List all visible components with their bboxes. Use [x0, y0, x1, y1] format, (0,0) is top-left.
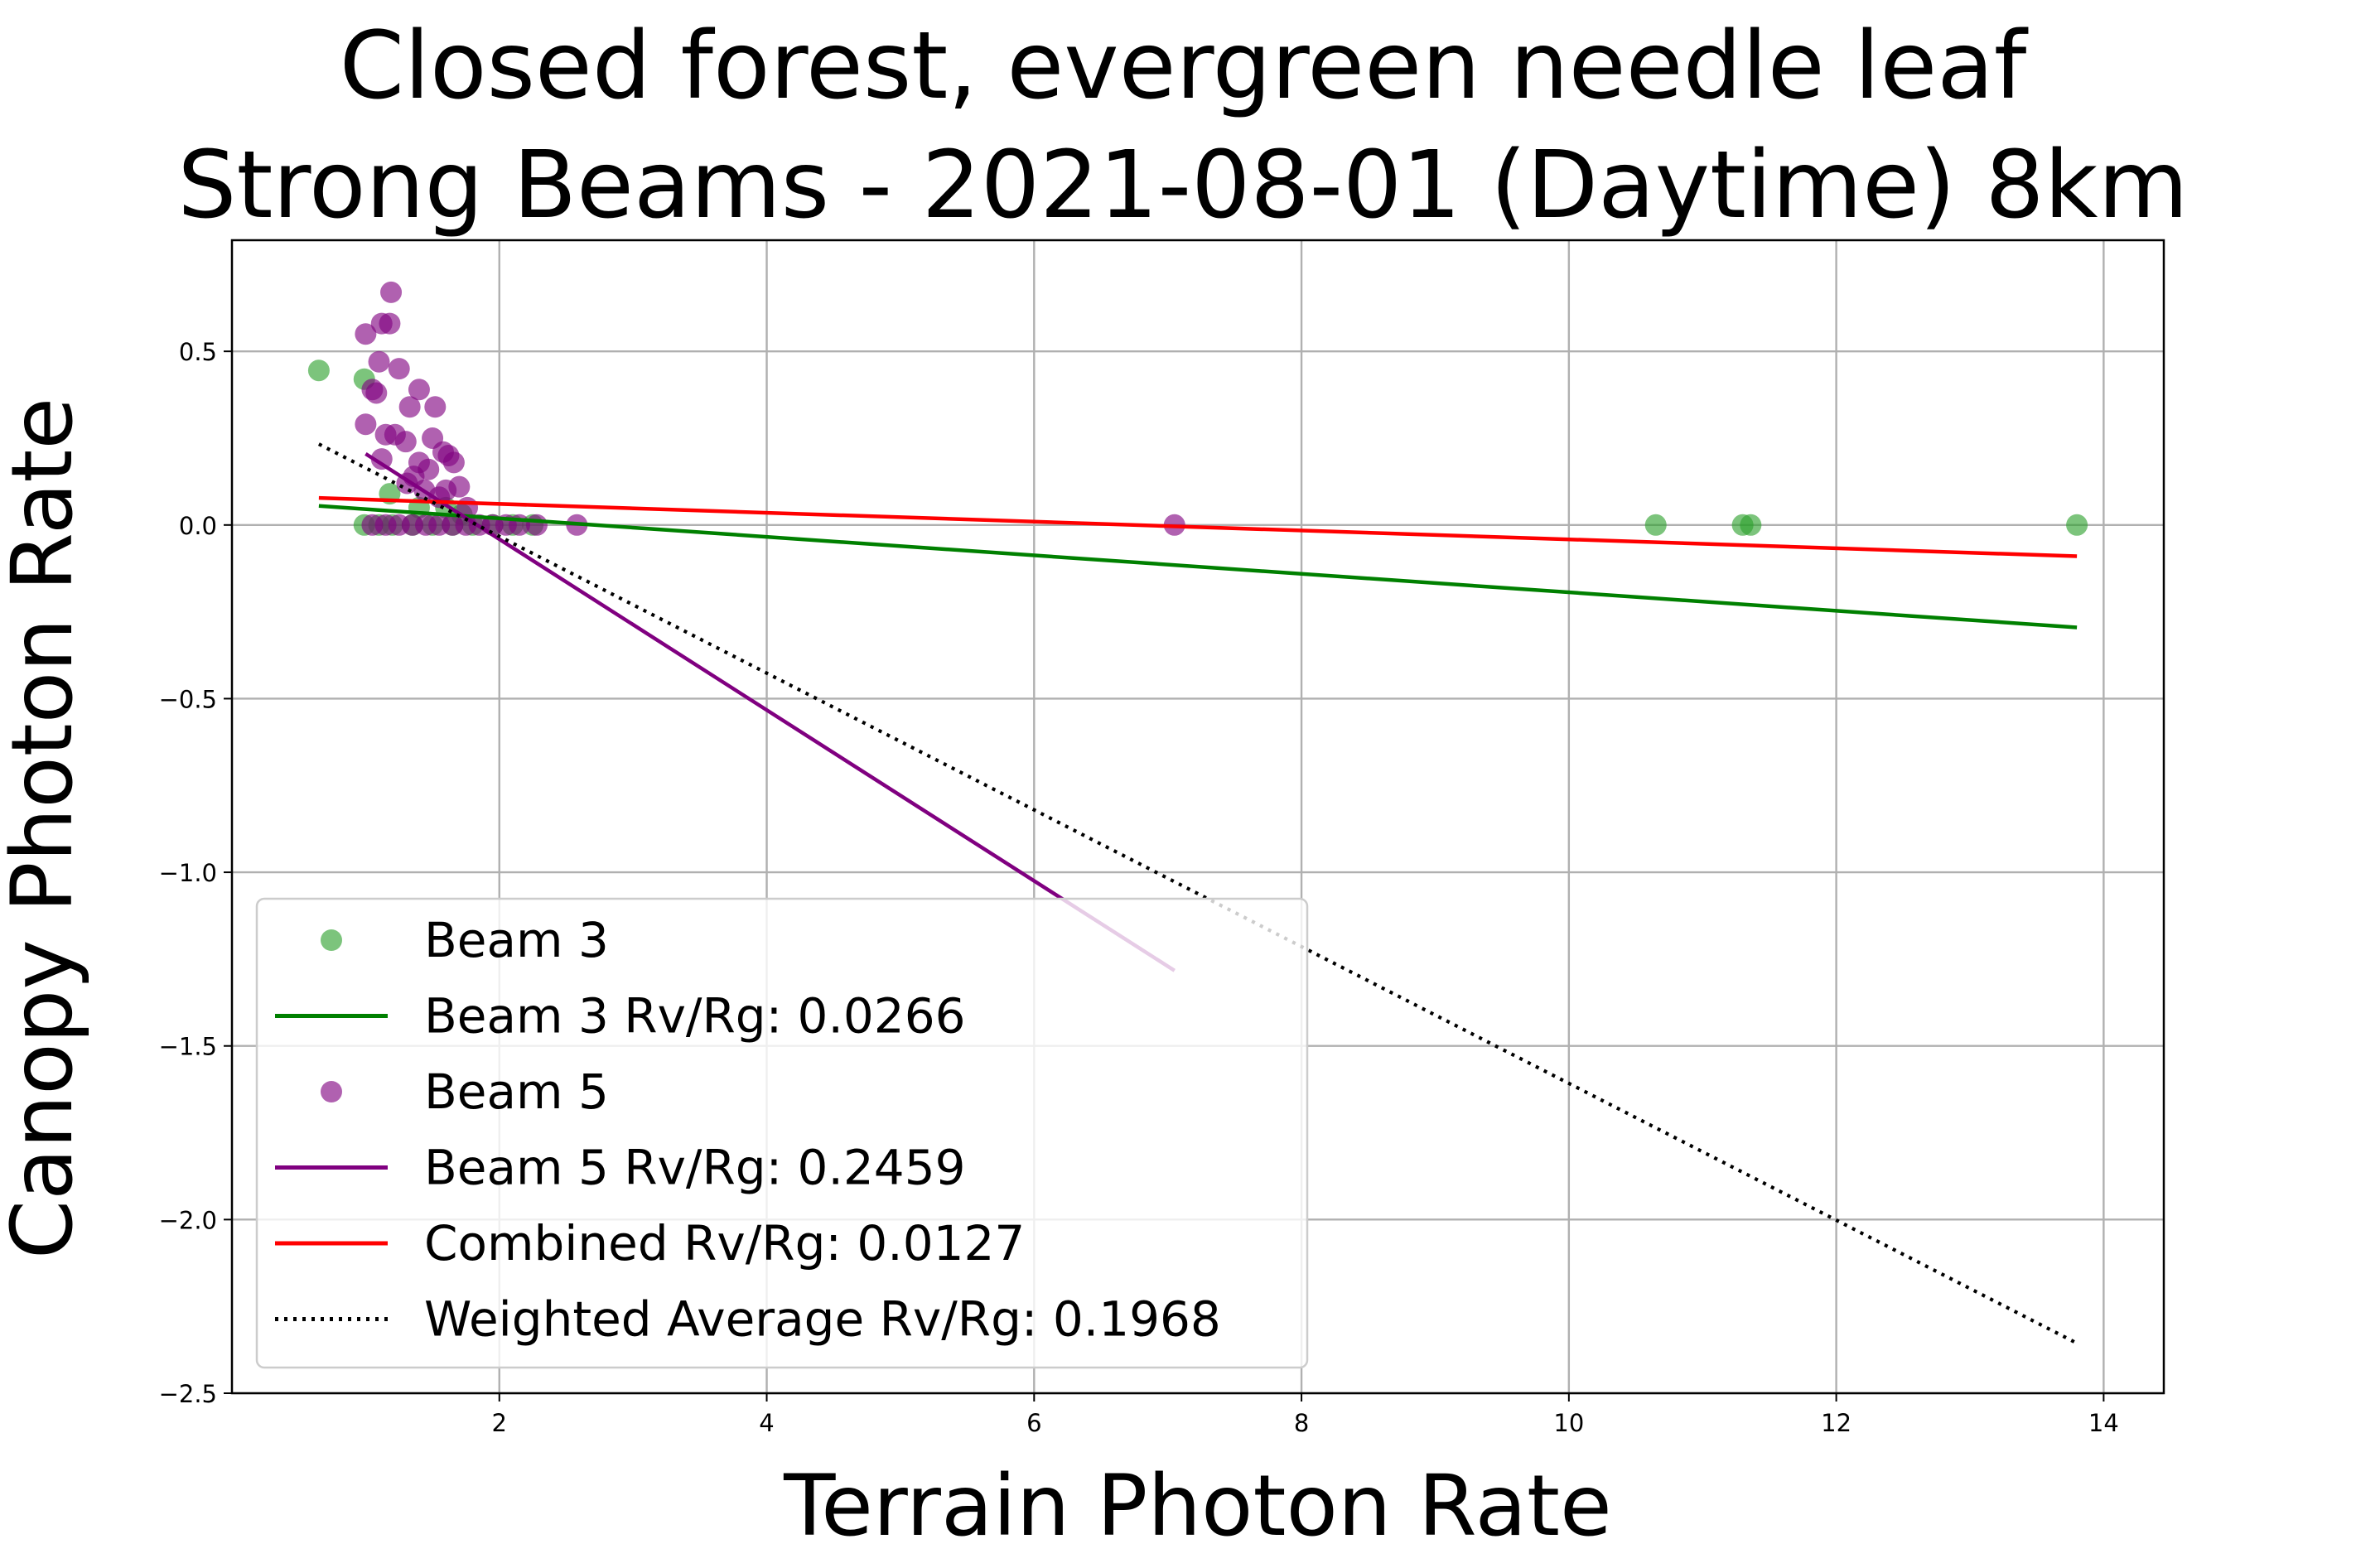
chart-title-line-1: Closed forest, evergreen needle leaf [340, 12, 2029, 120]
scatter-point-beam-5 [408, 379, 430, 401]
legend-label: Weighted Average Rv/Rg: 0.1968 [424, 1291, 1221, 1348]
x-axis-label: Terrain Photon Rate [783, 1457, 1612, 1556]
legend-entry-combined-rv-rg-0-0127: Combined Rv/Rg: 0.0127 [275, 1215, 1025, 1271]
scatter-point-beam-5 [368, 350, 390, 373]
scatter-point-beam-5 [525, 514, 548, 536]
fit-line-combined-rv-rg-0-0127 [318, 495, 2078, 558]
legend-entry-beam-5-rv-rg-0-2459: Beam 5 Rv/Rg: 0.2459 [275, 1140, 966, 1196]
axis-ticks: 2 4 6 8 10 12 14 0.5 0.0 −0.5 −1.0 −1.5 −2.0 −2.5 [159, 338, 2119, 1437]
x-tick-label: 10 [1553, 1409, 1584, 1437]
scatter-point-beam-5 [388, 358, 410, 380]
y-axis-label: Canopy Photon Rate [0, 398, 92, 1259]
plot-frame [230, 239, 2165, 1395]
chart-title-line-2: Strong Beams - 2021-08-01 (Daytime) 8km [177, 132, 2188, 239]
scatter-point-beam-5 [380, 281, 403, 303]
series-beam-3-rv-rg-0-0266 [318, 504, 2078, 630]
scatter-point-beam-5 [370, 448, 393, 470]
scatter-point-beam-3 [1644, 514, 1667, 536]
scatter-point-beam-5 [355, 323, 377, 345]
legend-marker [321, 1081, 342, 1102]
legend-label: Combined Rv/Rg: 0.0127 [424, 1215, 1025, 1271]
fit-line-weighted-average-rv-rg-0-1968 [317, 442, 2078, 1345]
legend-entry-beam-3: Beam 3 [321, 912, 609, 968]
legend-label: Beam 3 Rv/Rg: 0.0266 [424, 988, 966, 1045]
series-weighted-average-rv-rg-0-1968 [317, 442, 2078, 1345]
scatter-point-beam-5 [365, 382, 388, 404]
scatter-point-beam-3 [307, 359, 330, 382]
y-tick-label: 0.0 [179, 512, 217, 540]
scatter-point-beam-5 [442, 451, 465, 474]
scatter-point-beam-5 [355, 413, 377, 436]
fit-line-beam-3-rv-rg-0-0266 [318, 504, 2078, 630]
series-beam-5-rv-rg-0-2459 [365, 451, 1176, 972]
series-combined-rv-rg-0-0127 [318, 495, 2078, 558]
y-tick-label: −2.0 [159, 1206, 217, 1234]
scatter-point-beam-5 [394, 431, 417, 453]
fit-line-beam-5-rv-rg-0-2459 [365, 451, 1176, 972]
legend-label: Beam 3 [424, 912, 609, 968]
y-tick-label: −0.5 [159, 685, 217, 713]
plot-area [307, 281, 2088, 1345]
legend-entry-beam-3-rv-rg-0-0266: Beam 3 Rv/Rg: 0.0266 [275, 988, 966, 1045]
x-tick-label: 2 [492, 1409, 507, 1437]
y-tick-label: −1.0 [159, 859, 217, 887]
legend-entry-weighted-average-rv-rg-0-1968: Weighted Average Rv/Rg: 0.1968 [275, 1291, 1221, 1348]
legend-label: Beam 5 Rv/Rg: 0.2459 [424, 1140, 966, 1196]
x-tick-label: 6 [1026, 1409, 1041, 1437]
x-tick-label: 14 [2088, 1409, 2119, 1437]
scatter-point-beam-5 [424, 396, 447, 418]
legend-entry-beam-5: Beam 5 [321, 1064, 609, 1120]
scatter-point-beam-5 [398, 396, 421, 418]
scatter-point-beam-5 [379, 312, 401, 335]
x-tick-label: 4 [759, 1409, 774, 1437]
x-tick-label: 12 [1821, 1409, 1851, 1437]
scatter-point-beam-3 [1740, 514, 1762, 536]
legend-label: Beam 5 [424, 1064, 609, 1120]
scatter-point-beam-5 [448, 475, 471, 498]
legend-box [255, 897, 1309, 1369]
y-tick-label: −2.5 [159, 1380, 217, 1408]
y-tick-label: 0.5 [179, 338, 217, 366]
legend: Beam 3 Beam 3 Rv/Rg: 0.0266 Beam 5 Beam 5 R… [255, 897, 1309, 1369]
x-tick-label: 8 [1294, 1409, 1309, 1437]
y-tick-label: −1.5 [159, 1033, 217, 1061]
legend-marker [321, 929, 342, 951]
scatter-point-beam-3 [2066, 514, 2088, 536]
